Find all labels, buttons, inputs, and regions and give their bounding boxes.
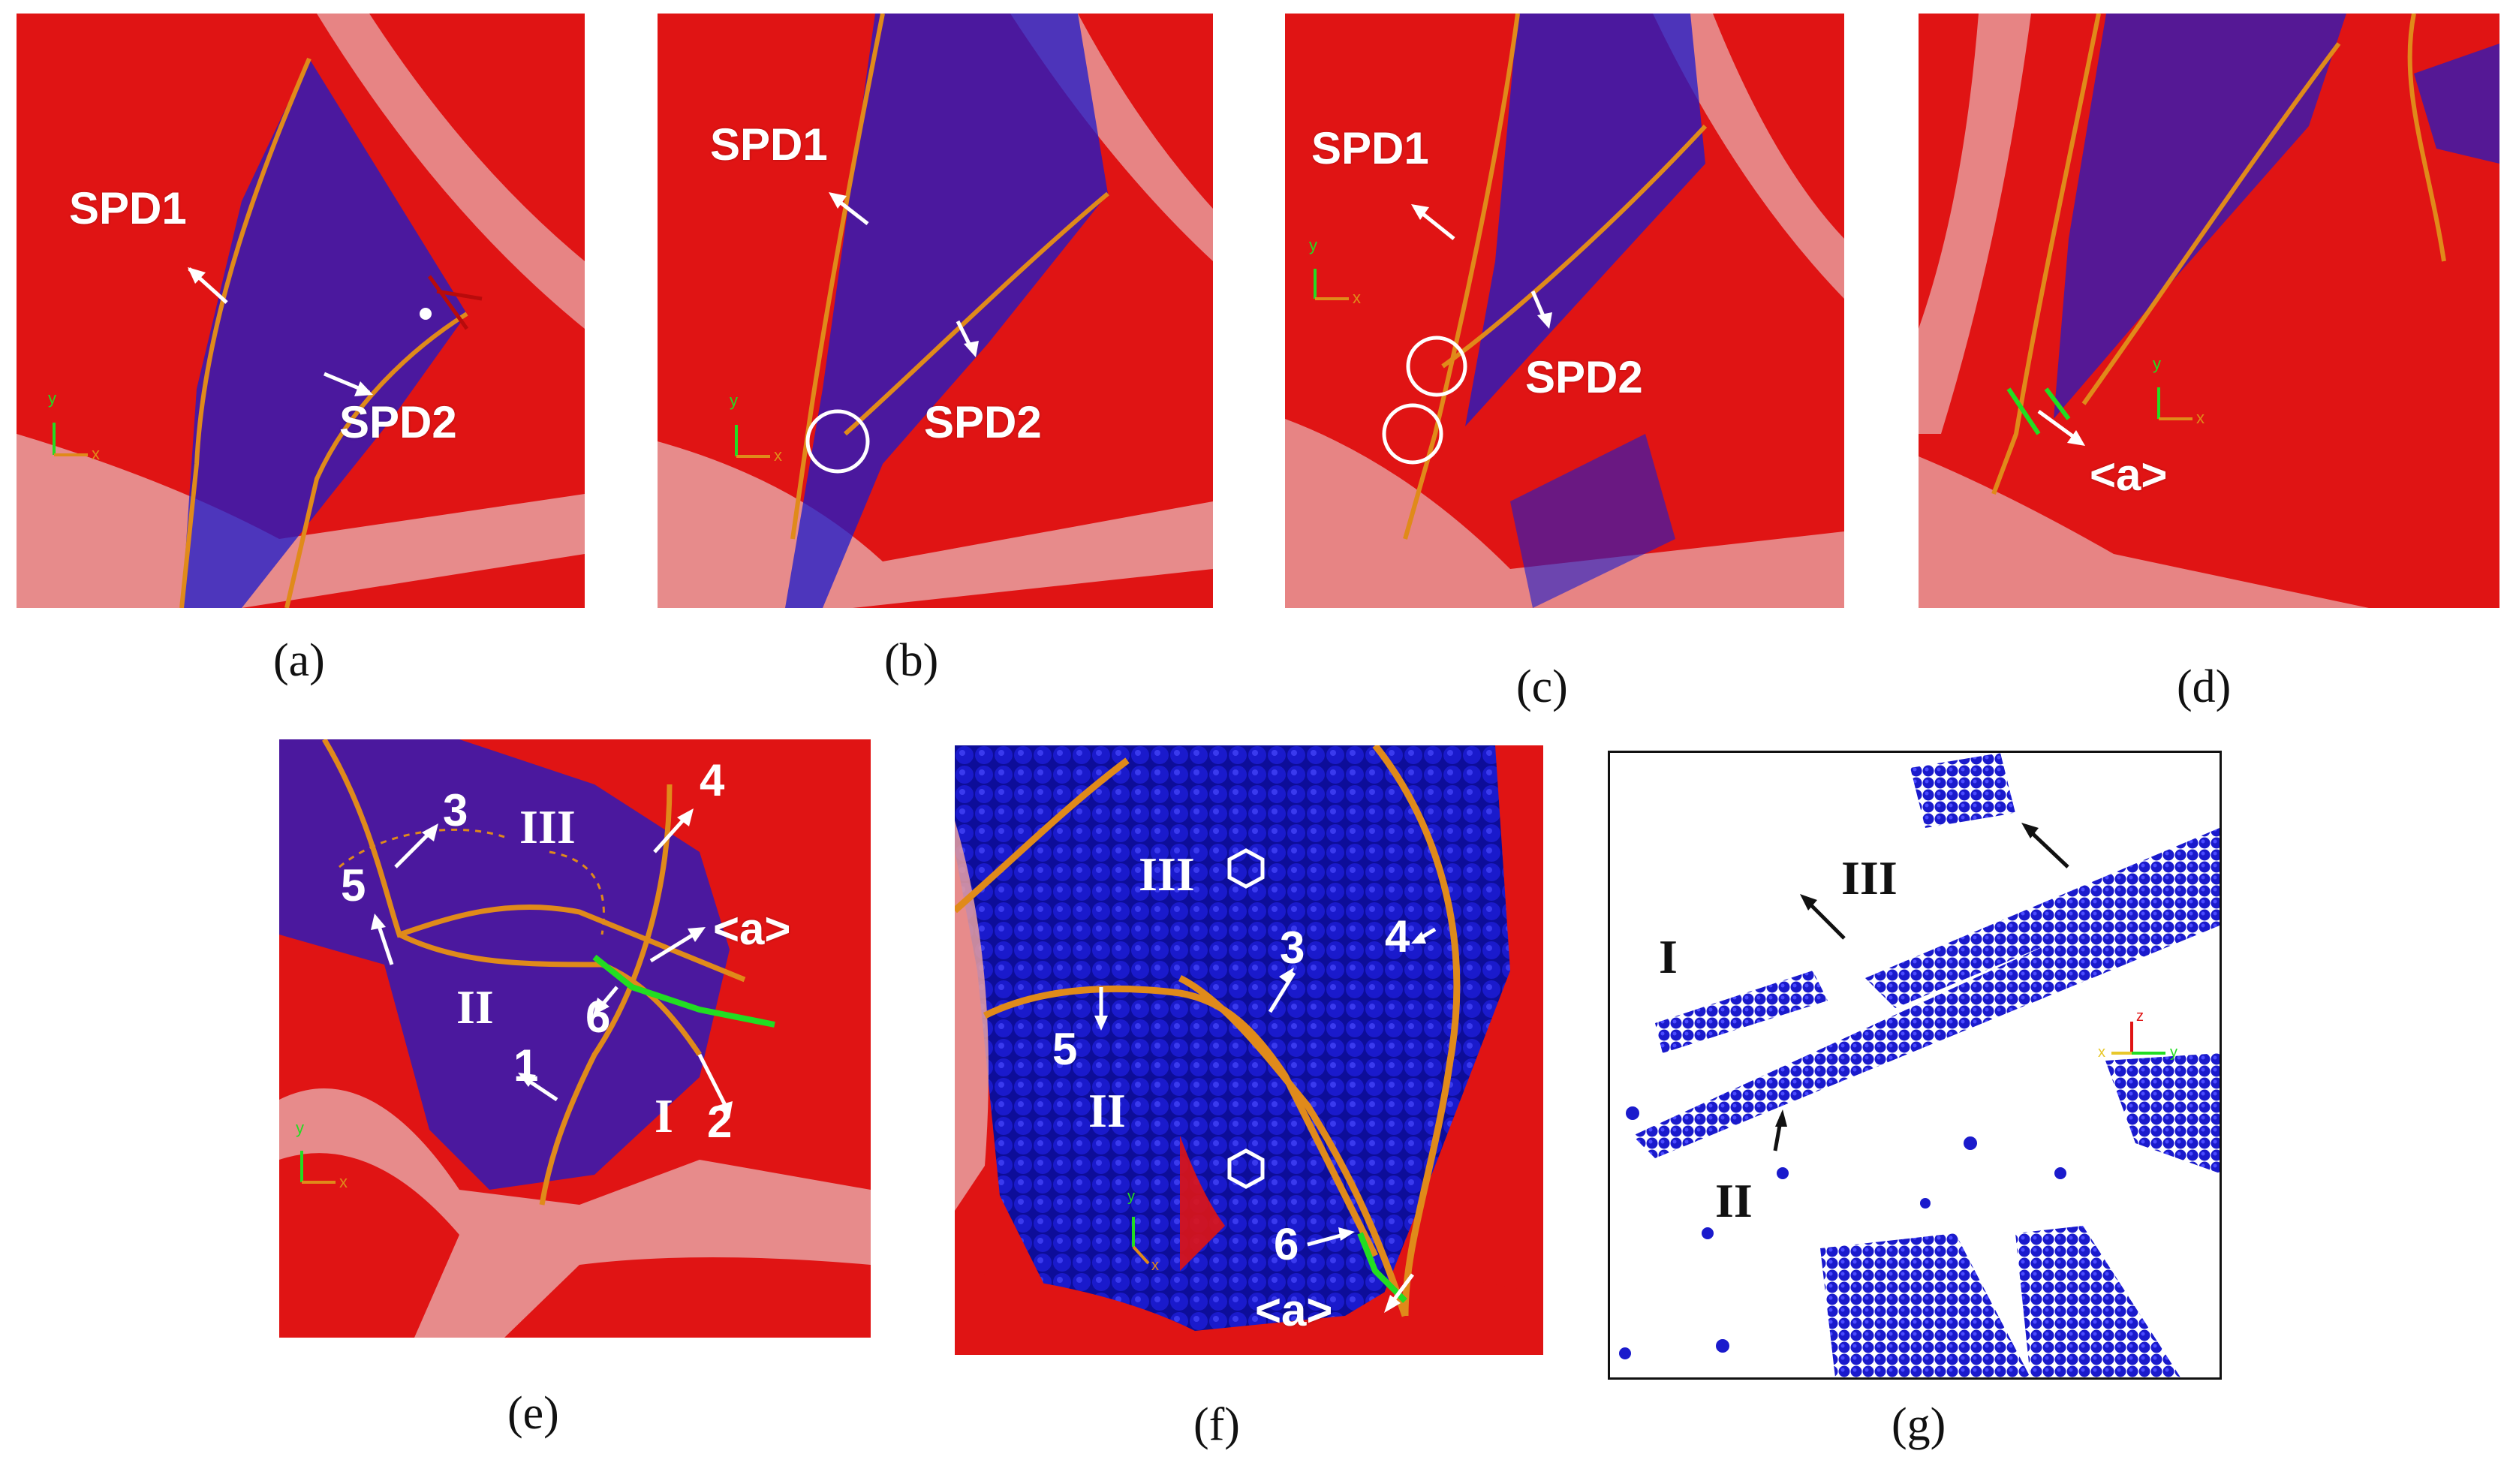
number-6: 6	[1274, 1219, 1299, 1269]
axis-x-label: x	[2196, 408, 2205, 427]
region-II: II	[456, 980, 494, 1034]
axis-y-label: y	[2170, 1044, 2177, 1061]
axis-y-label: y	[296, 1118, 304, 1137]
label-a: <a>	[2090, 450, 2168, 500]
axis-x-label: x	[774, 446, 782, 465]
number-5: 5	[341, 860, 366, 911]
label-spd2: SPD2	[924, 397, 1042, 447]
number-3: 3	[443, 785, 468, 835]
panel-e: III II I 1 2 3 4 5 6 <a> y x	[279, 739, 871, 1338]
region-II: II	[1088, 1084, 1126, 1137]
panel-d-render	[1919, 14, 2499, 608]
number-3: 3	[1280, 923, 1305, 973]
panel-e-render	[279, 739, 871, 1338]
axis-y-label: y	[1309, 236, 1317, 254]
number-4: 4	[1385, 911, 1410, 962]
region-III: III	[519, 800, 576, 853]
label-a: <a>	[1255, 1285, 1333, 1335]
axis-x-label: x	[92, 444, 100, 463]
number-5: 5	[1052, 1024, 1078, 1074]
panel-b: SPD1 SPD2 y x	[658, 14, 1213, 608]
panel-c-render	[1285, 14, 1844, 608]
axis-y-label: y	[730, 391, 738, 410]
label-spd2: SPD2	[1525, 352, 1643, 402]
panel-b-arrows	[735, 192, 979, 458]
axis-z-label: z	[2136, 1008, 2144, 1025]
caption-c: (c)	[1516, 661, 1568, 712]
axis-x-label: x	[2098, 1044, 2105, 1061]
panel-a: SPD1 SPD2 y x	[17, 14, 585, 608]
panel-g: I III II z x y	[1608, 751, 2222, 1380]
region-II: II	[1715, 1174, 1753, 1227]
panel-g-render	[1619, 753, 2220, 1377]
caption-b: (b)	[884, 635, 939, 686]
panel-f: III II 3 4 5 6 <a> y x	[955, 745, 1543, 1355]
label-a: <a>	[713, 904, 791, 954]
panel-a-arrows	[53, 267, 373, 456]
label-spd1: SPD1	[710, 119, 828, 170]
region-I: I	[1659, 930, 1678, 983]
region-III: III	[1139, 847, 1195, 901]
axis-x-label: x	[1151, 1257, 1159, 1274]
panel-e-arrows	[300, 808, 733, 1184]
number-4: 4	[700, 755, 725, 805]
axis-x-label: x	[339, 1172, 348, 1191]
caption-a: (a)	[273, 635, 325, 686]
axis-y-label: y	[1127, 1188, 1135, 1205]
panel-f-render	[955, 745, 1543, 1355]
axis-x-label: x	[1353, 288, 1361, 307]
panel-b-render	[658, 14, 1213, 608]
region-I: I	[655, 1089, 673, 1142]
caption-f: (f)	[1193, 1399, 1240, 1450]
axis-y-label: y	[48, 389, 56, 408]
caption-d: (d)	[2177, 661, 2232, 712]
label-spd2: SPD2	[339, 397, 457, 447]
axis-y-label: y	[2153, 354, 2161, 373]
panel-d: <a> y x	[1919, 14, 2499, 608]
panel-d-arrows	[2037, 387, 2192, 446]
panel-f-arrows	[1094, 927, 1437, 1313]
region-III: III	[1841, 851, 1898, 905]
caption-e: (e)	[507, 1388, 559, 1439]
panel-c-arrows	[1314, 204, 1552, 329]
label-spd1: SPD1	[69, 183, 187, 233]
caption-g: (g)	[1892, 1399, 1946, 1450]
panel-a-render	[17, 14, 585, 608]
panel-c: SPD1 SPD2 y x	[1285, 14, 1844, 608]
label-spd1: SPD1	[1311, 123, 1429, 173]
